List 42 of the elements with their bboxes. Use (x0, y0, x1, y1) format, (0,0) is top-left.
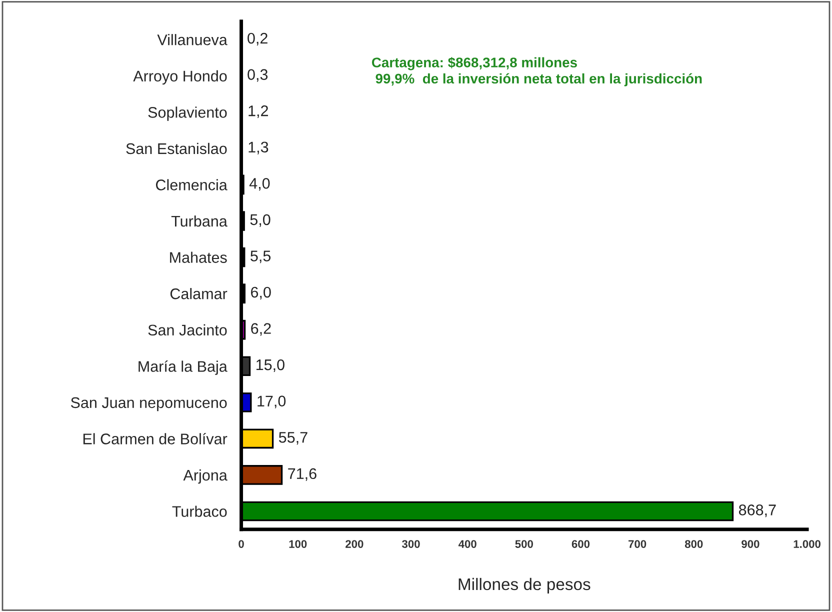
data-label: 71,6 (288, 468, 316, 481)
y-tick-label: Clemencia (156, 179, 228, 190)
y-tick-label: Turbana (171, 215, 228, 227)
x-tick-label: 0 (238, 540, 244, 548)
y-tick-label: Villanueva (157, 34, 228, 46)
y-tick-label: María la Baja (138, 360, 228, 375)
x-tick-label: 400 (458, 540, 476, 548)
y-tick-label: Calamar (170, 288, 228, 300)
x-tick-label: 900 (742, 540, 760, 548)
x-tick-label: 1.000 (794, 540, 820, 548)
y-tick-label: San Jacinto (148, 324, 227, 336)
y-tick-label: Mahates (170, 252, 227, 263)
data-label: 6,2 (251, 323, 271, 336)
x-tick-label: 200 (346, 540, 364, 548)
y-tick-label: Arroyo Hondo (133, 70, 227, 85)
y-tick-label: Turbaco (172, 506, 227, 517)
y-tick-label: San Estanislao (126, 142, 227, 154)
x-tick-label: 600 (572, 540, 590, 548)
data-label: 868,7 (738, 504, 776, 518)
y-tick-label: San Juan nepomuceno (70, 397, 227, 412)
x-tick-label: 800 (684, 540, 703, 548)
data-label: 5,0 (250, 214, 270, 227)
x-tick-label: 500 (515, 540, 533, 548)
data-label: 1,2 (248, 105, 268, 118)
data-label: 15,0 (256, 359, 284, 372)
x-tick-label: 300 (402, 540, 420, 548)
data-label: 0,3 (248, 69, 268, 82)
data-label: 1,3 (248, 142, 268, 154)
data-label: 5,5 (250, 250, 271, 264)
annotation: Cartagena: $868,312,8 millones (372, 56, 577, 70)
data-label: 6,0 (251, 286, 271, 300)
data-label: 55,7 (278, 432, 308, 445)
data-label: 4,0 (249, 178, 270, 191)
x-axis-title: Millones de pesos (458, 578, 590, 594)
annotation: 99,9% de la inversión neta total en la jurisdicción (376, 73, 702, 86)
x-tick-label: 700 (628, 540, 646, 548)
y-tick-label: El Carmen de Bolívar (83, 432, 228, 444)
y-tick-label: Soplaviento (148, 106, 227, 121)
y-tick-label: Arjona (183, 469, 228, 484)
x-tick-label: 100 (289, 540, 307, 548)
data-label: 0,2 (248, 32, 268, 46)
data-label: 17,0 (258, 396, 286, 408)
